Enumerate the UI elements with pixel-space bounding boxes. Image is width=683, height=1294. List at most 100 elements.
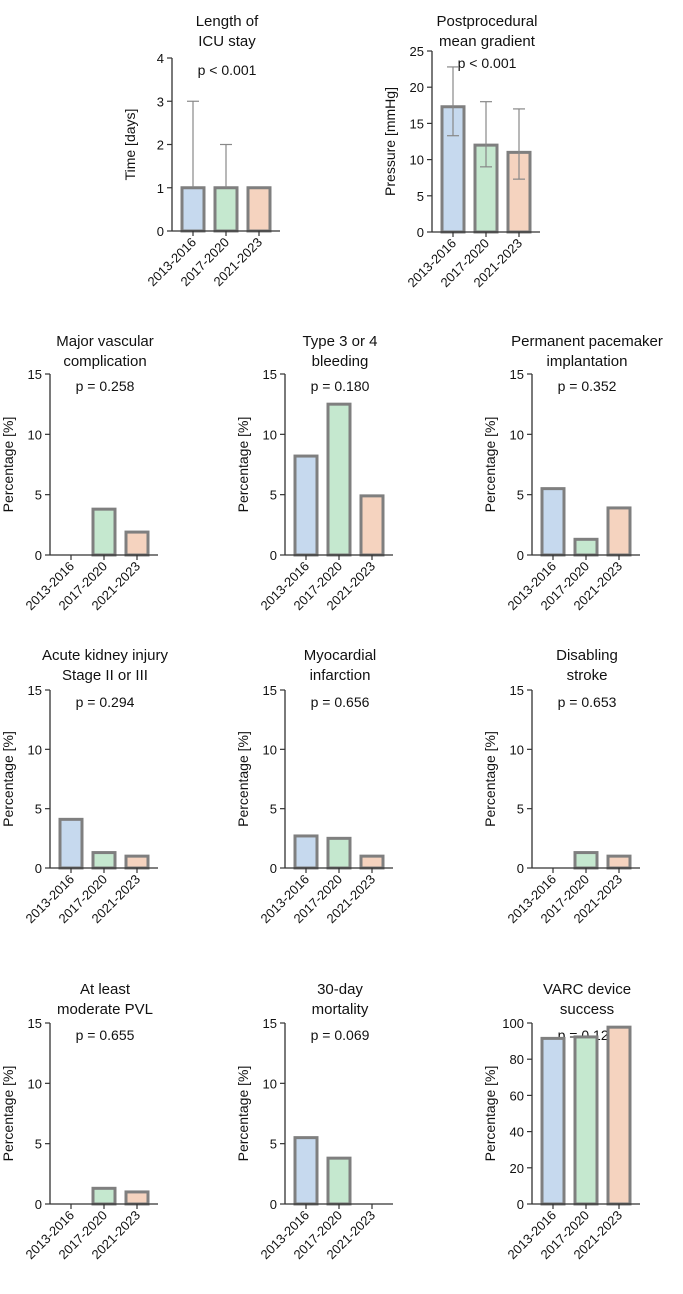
y-tick-label: 5 (35, 1137, 42, 1152)
y-axis-label: Percentage [%] (482, 1066, 498, 1162)
y-axis-label: Percentage [%] (0, 731, 16, 827)
y-tick-label: 60 (510, 1088, 524, 1103)
chart-panel: VARC device success p = 0.123 Percentage [%… (482, 981, 640, 1262)
y-axis-label: Percentage [%] (235, 417, 251, 513)
y-tick-label: 5 (270, 1137, 277, 1152)
y-tick-label: 4 (157, 51, 164, 66)
y-tick-label: 15 (410, 116, 424, 131)
y-tick-label: 15 (510, 683, 524, 698)
bar-2017-2020 (573, 1035, 599, 1206)
chart-title: Permanent pacemaker (511, 333, 663, 350)
chart-title: Major vascular (56, 333, 154, 350)
p-value: p = 0.653 (558, 694, 617, 710)
bar-2013-2016 (293, 834, 319, 870)
bar-2013-2016 (540, 487, 566, 557)
bar-2013-2016 (293, 454, 319, 557)
y-tick-label: 0 (270, 548, 277, 563)
bar-2013-2016 (293, 1136, 319, 1206)
y-tick-label: 5 (270, 488, 277, 503)
chart-title: moderate PVL (57, 1001, 153, 1018)
chart-panel: Permanent pacemaker implantation p = 0.352… (482, 333, 663, 613)
bar-2013-2016 (540, 1036, 566, 1206)
y-tick-label: 0 (517, 548, 524, 563)
p-value: p < 0.001 (458, 55, 517, 71)
p-value: p = 0.352 (558, 378, 617, 394)
chart-panel: Type 3 or 4 bleeding p = 0.180 Percentage [… (235, 333, 393, 613)
p-value: p = 0.069 (311, 1027, 370, 1043)
p-value: p = 0.655 (76, 1027, 135, 1043)
y-tick-label: 15 (263, 367, 277, 382)
y-axis-label: Time [days] (122, 109, 138, 181)
bar-2021-2023 (359, 854, 385, 870)
y-axis-label: Percentage [%] (0, 1066, 16, 1162)
p-value: p < 0.001 (198, 62, 257, 78)
p-value: p = 0.180 (311, 378, 370, 394)
bar-2017-2020 (91, 851, 117, 870)
y-axis-label: Percentage [%] (482, 731, 498, 827)
chart-title: success (560, 1001, 614, 1018)
y-tick-label: 5 (35, 488, 42, 503)
y-tick-label: 1 (157, 181, 164, 196)
bar-2021-2023 (606, 1025, 632, 1206)
y-tick-label: 15 (510, 367, 524, 382)
y-tick-label: 10 (263, 742, 277, 757)
bar-2017-2020 (326, 836, 352, 870)
y-axis-label: Percentage [%] (235, 1066, 251, 1162)
chart-panel: Acute kidney injury Stage II or III p = 0.… (0, 647, 168, 926)
bar-2017-2020 (213, 186, 239, 233)
chart-title: Postprocedural (437, 13, 538, 30)
y-tick-label: 0 (270, 861, 277, 876)
bar-2021-2023 (359, 494, 385, 557)
bar-2013-2016 (180, 186, 206, 233)
bar-2021-2023 (124, 1190, 150, 1206)
y-tick-label: 10 (263, 427, 277, 442)
bar-2021-2023 (124, 530, 150, 557)
chart-title: implantation (547, 353, 628, 370)
bar-2013-2016 (58, 817, 84, 870)
y-tick-label: 0 (35, 1197, 42, 1212)
chart-title: VARC device (543, 981, 631, 998)
y-axis-label: Percentage [%] (235, 731, 251, 827)
y-axis-label: Pressure [mmHg] (382, 87, 398, 196)
y-tick-label: 0 (517, 1197, 524, 1212)
y-axis-label: Percentage [%] (0, 417, 16, 513)
chart-title: mean gradient (439, 33, 536, 50)
y-tick-label: 80 (510, 1052, 524, 1067)
p-value: p = 0.294 (76, 694, 135, 710)
y-tick-label: 10 (263, 1076, 277, 1091)
y-tick-label: 100 (502, 1016, 524, 1031)
y-axis-label: Percentage [%] (482, 417, 498, 513)
bar-2017-2020 (326, 1156, 352, 1206)
y-tick-label: 15 (28, 683, 42, 698)
y-tick-label: 15 (28, 367, 42, 382)
y-tick-label: 5 (517, 488, 524, 503)
y-tick-label: 10 (28, 427, 42, 442)
bar-2017-2020 (91, 507, 117, 557)
chart-title: complication (63, 353, 146, 370)
y-tick-label: 0 (270, 1197, 277, 1212)
y-tick-label: 15 (28, 1016, 42, 1031)
y-tick-label: 0 (35, 548, 42, 563)
p-value: p = 0.123 (558, 1027, 617, 1043)
chart-title: bleeding (312, 353, 369, 370)
chart-title: Disabling (556, 647, 618, 664)
bar-2021-2023 (606, 854, 632, 870)
bar-2021-2023 (246, 186, 272, 233)
y-tick-label: 3 (157, 94, 164, 109)
bar-2017-2020 (91, 1186, 117, 1206)
y-tick-label: 5 (517, 802, 524, 817)
y-tick-label: 10 (28, 1076, 42, 1091)
chart-title: infarction (310, 667, 371, 684)
chart-title: ICU stay (198, 33, 256, 50)
chart-title: Type 3 or 4 (302, 333, 377, 350)
chart-title: 30-day (317, 981, 363, 998)
chart-title: Acute kidney injury (42, 647, 168, 664)
bar-2017-2020 (573, 851, 599, 870)
chart-panel: Myocardial infarction p = 0.656 Percentage … (235, 647, 393, 926)
y-tick-label: 0 (157, 224, 164, 239)
chart-title: Length of (196, 13, 259, 30)
bar-2021-2023 (124, 854, 150, 870)
y-tick-label: 5 (35, 802, 42, 817)
